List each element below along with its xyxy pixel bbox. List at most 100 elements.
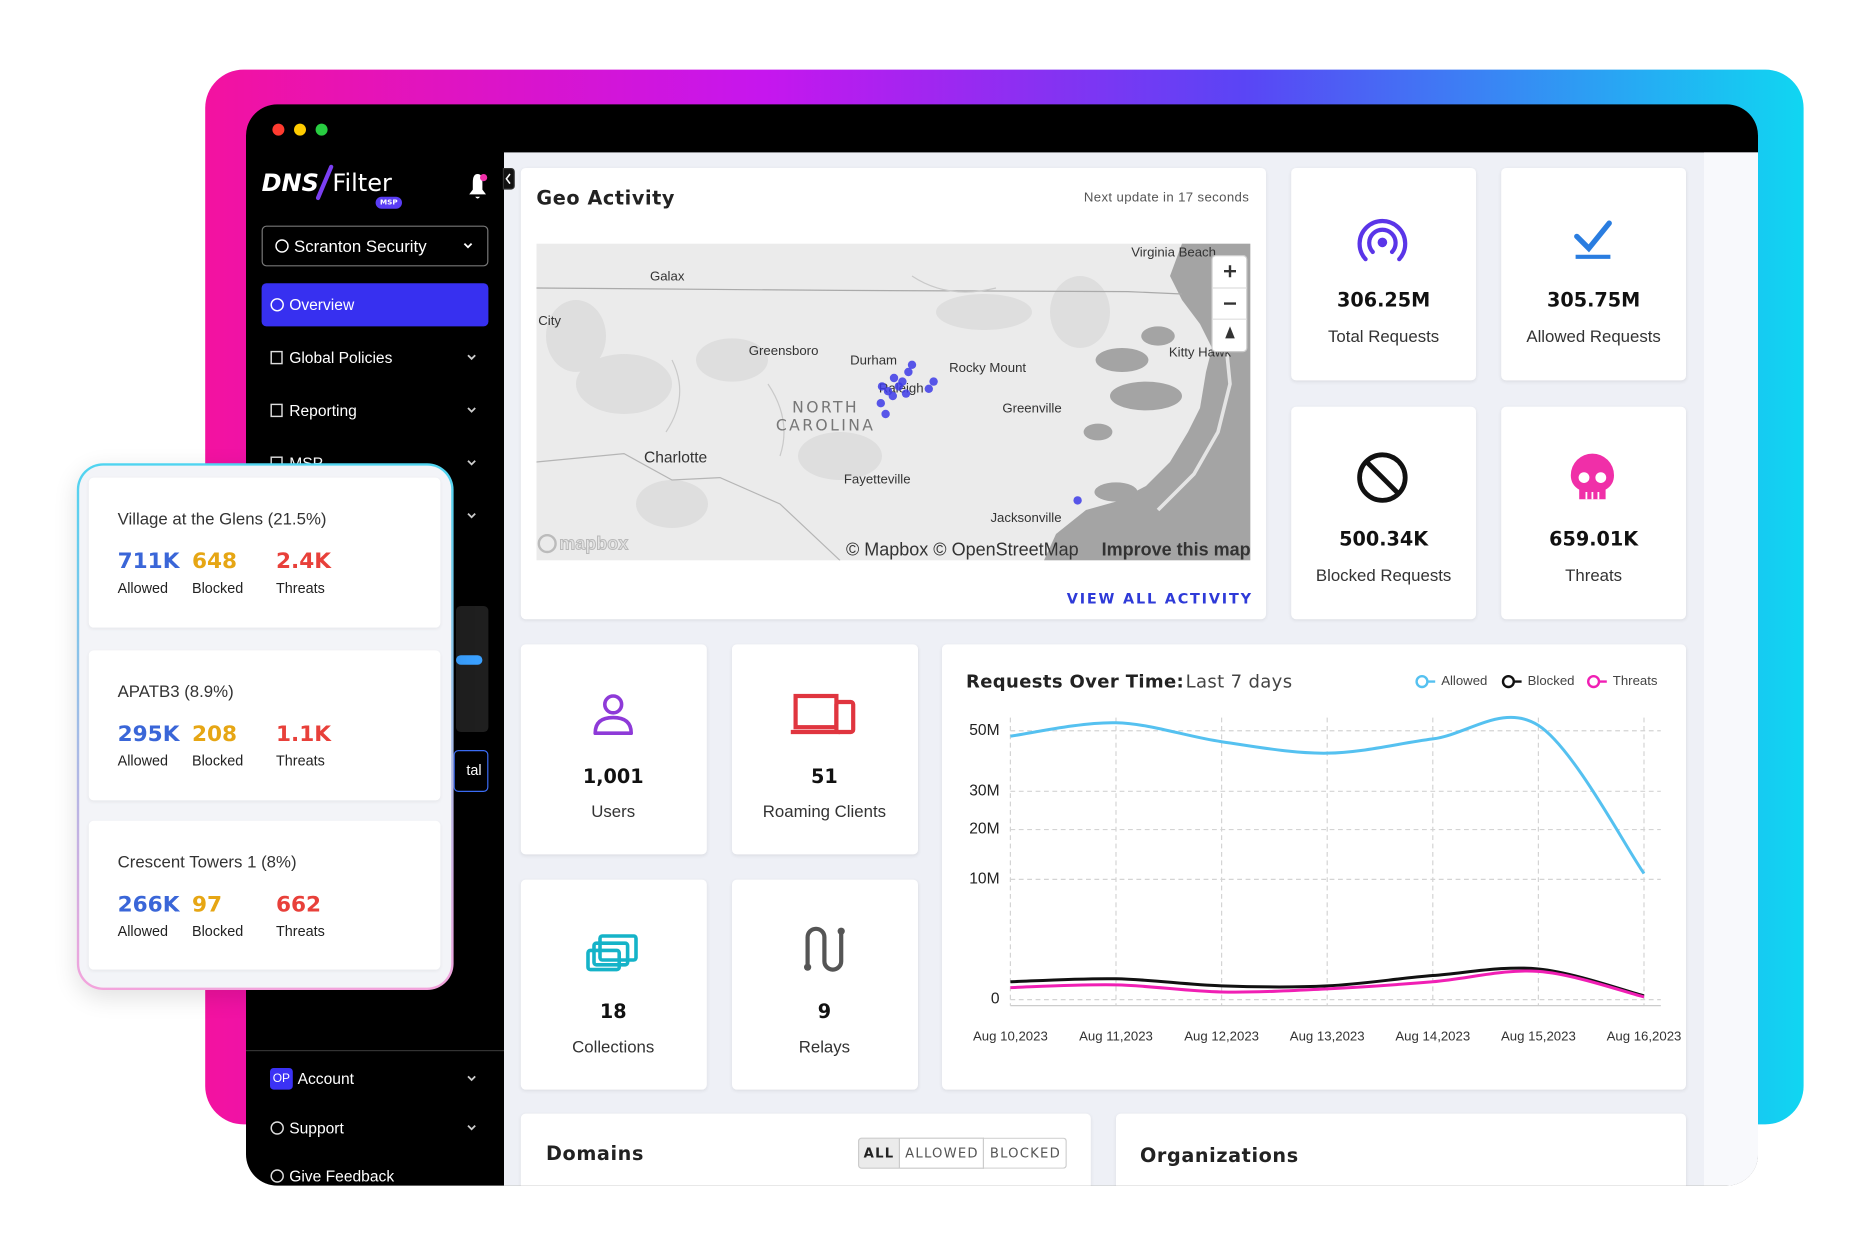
window-dot — [272, 123, 285, 136]
activity-dot — [929, 377, 938, 386]
chevron-icon — [467, 1075, 476, 1082]
activity-dot — [876, 399, 886, 408]
compass — [1225, 326, 1235, 339]
x-tick-label: Aug 11,2023 — [1079, 1028, 1153, 1043]
x-tick-label: Aug 13,2023 — [1290, 1028, 1365, 1043]
collapse-tab[interactable] — [502, 168, 515, 190]
activity-dot — [904, 367, 913, 377]
stat-value: 659.01K — [1549, 527, 1639, 551]
overlay-card-title: Crescent Towers 1 (8%) — [117, 852, 297, 872]
stat-card — [1291, 168, 1476, 381]
series-line — [1010, 715, 1646, 875]
zoom-in — [1224, 265, 1237, 305]
update-note: Next update in 17 seconds — [1083, 190, 1250, 206]
overlay-stat-label: Blocked — [192, 579, 244, 597]
chevron-icon — [467, 354, 476, 361]
overlay-stat-label: Allowed — [117, 922, 169, 940]
city-label: Charlotte — [644, 450, 707, 467]
card-title: Domains — [546, 1141, 644, 1165]
y-tick-label: 30M — [969, 782, 999, 799]
chevron-icon — [467, 1124, 476, 1131]
activity-dot — [901, 389, 911, 398]
nav-item[interactable]: Give Feedback — [289, 1167, 395, 1185]
overlay-stat-value: 97 — [192, 892, 223, 918]
filter-button[interactable] — [900, 1137, 985, 1169]
overlay-stat-value: 266K — [117, 892, 180, 918]
map-patch — [636, 480, 708, 528]
org-selector[interactable] — [261, 225, 489, 267]
account-badge — [270, 1068, 293, 1090]
texts: DNS Filter MSP Scranton Security Overview Glo… — [246, 104, 1758, 1185]
city-label: Rocky Mount — [949, 360, 1026, 375]
chevron-icon — [463, 242, 473, 249]
map-attribution: © Mapbox © OpenStreetMap — [846, 540, 1079, 560]
filter-button[interactable] — [984, 1137, 1067, 1169]
y-tick-label: 20M — [969, 821, 999, 838]
overlay-frame: Village at the Glens (21.5%) 711K Allowed 6… — [76, 463, 454, 991]
organizations-card — [1116, 1113, 1687, 1186]
nav-icon — [270, 403, 283, 418]
nav-item[interactable]: Reporting — [289, 401, 357, 420]
legend-marker — [1587, 675, 1601, 689]
threat-eye — [1595, 472, 1607, 484]
overlay-stat-label: Blocked — [192, 752, 244, 770]
stat-card — [1501, 168, 1687, 381]
users-icon — [593, 715, 634, 736]
stat-value: 306.25M — [1336, 288, 1431, 312]
overlay-card: Crescent Towers 1 (8%) 266K Allowed 97 Block… — [88, 820, 441, 970]
count-value: 51 — [811, 765, 838, 788]
stat-label: Blocked Requests — [1315, 565, 1452, 585]
overview-button[interactable] — [261, 283, 489, 327]
filter-label[interactable]: ALL — [863, 1145, 895, 1161]
filter-button[interactable] — [858, 1137, 901, 1169]
threat-eye — [1578, 472, 1590, 484]
logo-text: DNS — [261, 168, 319, 197]
bell-dot — [480, 174, 488, 182]
filter-label[interactable]: ALLOWED — [905, 1145, 979, 1161]
count-value: 9 — [817, 1000, 832, 1024]
nav-item[interactable]: Support — [289, 1119, 344, 1137]
nav-item[interactable]: Overview — [289, 295, 355, 314]
count-label: Roaming Clients — [762, 801, 887, 821]
overlay-stat-value: 648 — [192, 549, 238, 575]
legend-marker — [1415, 675, 1429, 689]
window-dot — [294, 123, 306, 136]
threat-teeth — [1585, 492, 1600, 500]
filter-label[interactable]: BLOCKED — [989, 1145, 1061, 1161]
overlay-stat-label: Threats — [276, 752, 325, 770]
activity-dot — [888, 391, 898, 401]
card-title: Organizations — [1140, 1144, 1299, 1167]
chevron-icon — [467, 460, 476, 466]
users-icon — [603, 694, 624, 715]
x-tick-label: Aug 10,2023 — [973, 1028, 1048, 1043]
partial-button[interactable] — [453, 750, 489, 793]
city-label: Jacksonville — [990, 510, 1061, 525]
city-label: City — [538, 313, 561, 328]
mapbox-icon — [537, 534, 557, 554]
count-card — [732, 644, 919, 855]
legend-label: Allowed — [1441, 673, 1487, 688]
progress-bar — [456, 655, 483, 665]
overlay-stat-label: Allowed — [117, 579, 169, 597]
count-value: 1,001 — [582, 765, 644, 788]
blocked-icon — [1365, 460, 1400, 495]
threat-icon — [1570, 453, 1615, 500]
activity-dot — [881, 409, 890, 419]
overlay-stat-label: Blocked — [192, 922, 244, 940]
count-label: Users — [591, 801, 636, 821]
overlay-stat-label: Threats — [276, 579, 325, 597]
overlay-card: APATB3 (8.9%) 295K Allowed 208 Blocked 1.1K Th… — [88, 650, 441, 801]
state-border — [536, 452, 841, 561]
view-all-link[interactable]: VIEW ALL ACTIVITY — [1066, 590, 1253, 608]
blocked-icon — [1357, 452, 1408, 503]
chart-title: Requests Over Time: — [966, 670, 1185, 693]
count-value: 18 — [599, 1000, 627, 1024]
map-sound — [1083, 423, 1113, 441]
globe-icon — [270, 298, 284, 312]
x-tick-label: Aug 12,2023 — [1184, 1028, 1259, 1043]
nav-item[interactable]: Global Policies — [289, 348, 393, 367]
org-selector-text[interactable]: Scranton Security — [294, 236, 427, 256]
logo-text: Filter — [332, 168, 392, 197]
nav-item[interactable]: Account — [297, 1069, 354, 1088]
